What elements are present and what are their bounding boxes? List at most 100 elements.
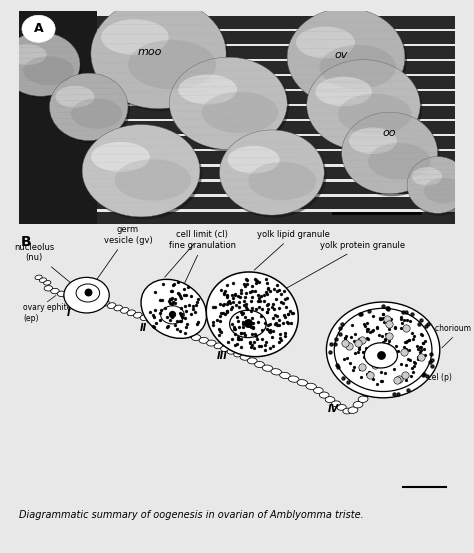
Point [369,326,377,335]
Point [271,320,279,329]
Point [333,360,341,369]
Point [182,328,189,337]
Point [408,329,415,338]
Point [372,361,379,370]
Text: chorioum (ch): chorioum (ch) [436,324,474,348]
Point [193,319,201,328]
Point [173,316,181,325]
Point [215,324,222,333]
Point [406,346,413,354]
Ellipse shape [262,365,273,371]
Point [356,309,364,318]
Point [216,317,223,326]
Point [260,291,268,300]
Point [280,299,287,307]
Point [275,321,283,330]
Ellipse shape [365,343,398,368]
Ellipse shape [51,288,59,294]
Point [187,291,195,300]
Point [284,310,292,319]
Point [247,343,255,352]
Point [263,324,271,333]
Point [235,322,243,331]
Point [263,301,271,310]
Point [401,342,408,351]
Point [180,291,188,300]
Point [168,293,176,302]
Ellipse shape [334,309,432,392]
Point [385,325,392,334]
Ellipse shape [338,94,411,134]
Point [241,312,249,321]
Point [182,291,190,300]
Point [272,295,280,304]
Point [173,325,181,333]
Point [261,296,268,305]
Point [146,307,154,316]
Point [235,335,243,343]
Point [216,326,224,335]
Point [365,307,373,316]
Point [247,322,255,331]
Point [373,324,381,332]
Point [151,323,158,332]
Point [415,345,422,353]
Point [397,314,404,323]
Ellipse shape [296,27,355,59]
Point [341,336,349,345]
Ellipse shape [331,401,340,406]
Point [367,372,374,380]
Point [401,337,409,346]
Ellipse shape [289,11,407,108]
Point [182,307,190,316]
Point [248,304,255,313]
Point [356,365,364,374]
Point [258,305,265,314]
Point [403,316,410,325]
Point [369,311,376,320]
Point [383,332,391,341]
Point [266,325,274,334]
Point [241,293,249,301]
Point [176,308,183,317]
Point [375,357,383,366]
Ellipse shape [407,156,468,213]
Point [264,284,272,293]
Point [374,351,381,360]
Point [397,374,404,383]
Point [277,290,285,299]
Point [370,374,377,383]
Point [392,323,399,332]
Point [409,367,417,376]
Ellipse shape [134,312,142,318]
Point [166,295,173,304]
Point [264,305,272,314]
Point [287,307,294,316]
Ellipse shape [71,98,122,129]
Text: IV: IV [328,404,338,414]
Point [342,331,350,340]
Point [408,310,416,319]
Point [424,320,432,329]
Point [395,347,402,356]
Ellipse shape [280,372,290,379]
Point [233,300,240,309]
Ellipse shape [44,280,51,285]
Point [174,278,182,287]
Point [237,308,245,317]
Point [237,335,245,343]
Point [228,320,236,328]
Point [169,310,176,319]
Point [338,320,346,328]
Ellipse shape [307,60,420,150]
Point [249,319,256,327]
Point [224,281,231,290]
Point [239,309,246,317]
Point [414,355,422,364]
Point [397,324,404,333]
Point [343,354,351,363]
Ellipse shape [315,77,372,106]
Point [221,299,228,308]
Point [156,316,164,325]
Point [187,310,195,319]
